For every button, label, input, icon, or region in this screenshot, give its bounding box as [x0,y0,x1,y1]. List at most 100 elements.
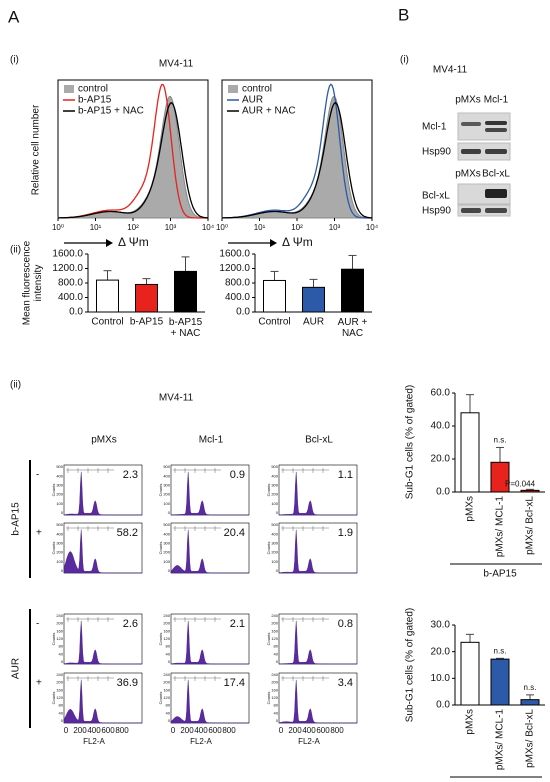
percent-label: 36.9 [117,677,138,689]
x-tick-label: pMXs/ Bcl-xL [525,709,536,768]
blot [457,204,511,217]
y-tick-label: 300 [163,540,170,545]
y-tick-label: 800.0 [225,278,250,289]
lane-label: pMXs [455,95,481,106]
y-tick-label: 40 [59,651,64,656]
arrow-head [106,239,113,247]
band [485,149,507,154]
y-tick-label: 400 [271,473,278,478]
y-tick-label: 0.0 [236,307,250,318]
x-tick-label: pMXs/ MCL-1 [495,496,506,558]
x-label: Δ Ψm [118,235,149,249]
bar [460,412,480,493]
sign-label: + [36,678,42,689]
bar [96,279,119,313]
histogram [278,471,357,516]
y-tick-label: 160 [271,628,278,633]
x-tick-label: 10³ [165,223,177,232]
bar [520,699,540,706]
y-tick-label: 200 [56,550,63,555]
y-tick-label: 120 [163,636,170,641]
y-tick-label: 80 [166,703,171,708]
panel-label: A [8,7,20,26]
percent-label: 2.1 [230,618,245,630]
histogram [278,529,357,574]
histogram [63,471,142,516]
row-label: Bcl-xL [422,191,450,202]
x-tick-label: 400 [87,726,101,735]
percent-label: 58.2 [117,527,138,539]
panel-label: (ii) [10,245,21,256]
x-tick-label: 600 [208,726,222,735]
histogram [170,471,249,516]
x-tick-label: Control [91,317,123,328]
y-tick-label: 120 [163,695,170,700]
x-tick-label: 0 [64,726,69,735]
x-tick-label: 10⁴ [202,223,215,232]
y-tick-label: 240 [271,672,278,677]
histogram [63,679,142,724]
y-tick-label: 300 [56,540,63,545]
annotation: n.s. [494,436,507,445]
sign-label: - [36,470,39,481]
y-label: Mean fluorescenceintensity [21,240,44,325]
blot [457,112,511,141]
x-tick-label: Control [258,317,290,328]
histogram [63,620,142,665]
x-tick-label: 600 [316,726,330,735]
y-label: Counts [266,633,271,646]
x-label: Δ Ψm [282,235,313,249]
histogram [170,529,249,574]
y-tick-label: 200 [163,621,170,626]
x-tick-label: 600 [101,726,115,735]
band [461,208,481,213]
y-tick-label: 40 [59,710,64,715]
x-tick-label: b-AP15 [130,317,164,328]
y-tick-label: 400 [56,531,63,536]
y-tick-label: 80 [59,703,64,708]
y-tick-label: 100 [163,559,170,564]
y-tick-label: 0 [168,718,171,723]
y-tick-label: 200 [271,621,278,626]
y-tick-label: 240 [163,672,170,677]
y-tick-label: 200 [271,680,278,685]
y-tick-label: 0.0 [436,487,450,498]
y-tick-label: 160 [163,687,170,692]
y-label: Counts [158,484,163,497]
blot [457,142,511,161]
y-tick-label: 160 [56,687,63,692]
y-label: Counts [266,692,271,705]
y-tick-label: 200 [163,550,170,555]
y-tick-label: 300 [271,482,278,487]
y-tick-label: 120 [56,695,63,700]
y-tick-label: 300 [163,482,170,487]
y-tick-label: 240 [56,613,63,618]
percent-label: 2.6 [123,618,138,630]
y-tick-label: 160 [163,628,170,633]
y-tick-label: 1600.0 [219,249,250,260]
bar [490,461,510,493]
y-tick-label: 200 [271,492,278,497]
x-tick-label: 400 [194,726,208,735]
panel-label: (i) [400,55,409,66]
y-tick-label: 800.0 [58,278,83,289]
y-tick-label: 20.0 [431,646,451,657]
percent-label: 0.9 [230,469,245,481]
y-tick-label: 500 [163,522,170,527]
x-tick-label: 800 [222,726,236,735]
percent-label: 20.4 [224,527,245,539]
y-tick-label: 120 [56,636,63,641]
bar [174,270,197,313]
legend-label: AUR + NAC [242,106,296,117]
x-tick-label: 10⁰ [216,223,228,232]
y-tick-label: 40.0 [431,421,451,432]
y-tick-label: 0 [168,568,171,573]
y-label: Counts [51,692,56,705]
x-tick-label: 0 [279,726,284,735]
x-tick-label: AUR [303,317,324,328]
y-tick-label: 240 [271,613,278,618]
annotation: n.s. [494,646,507,655]
row-label: Hsp90 [422,206,451,217]
x-label: FL2-A [83,737,105,746]
bar [460,641,480,706]
